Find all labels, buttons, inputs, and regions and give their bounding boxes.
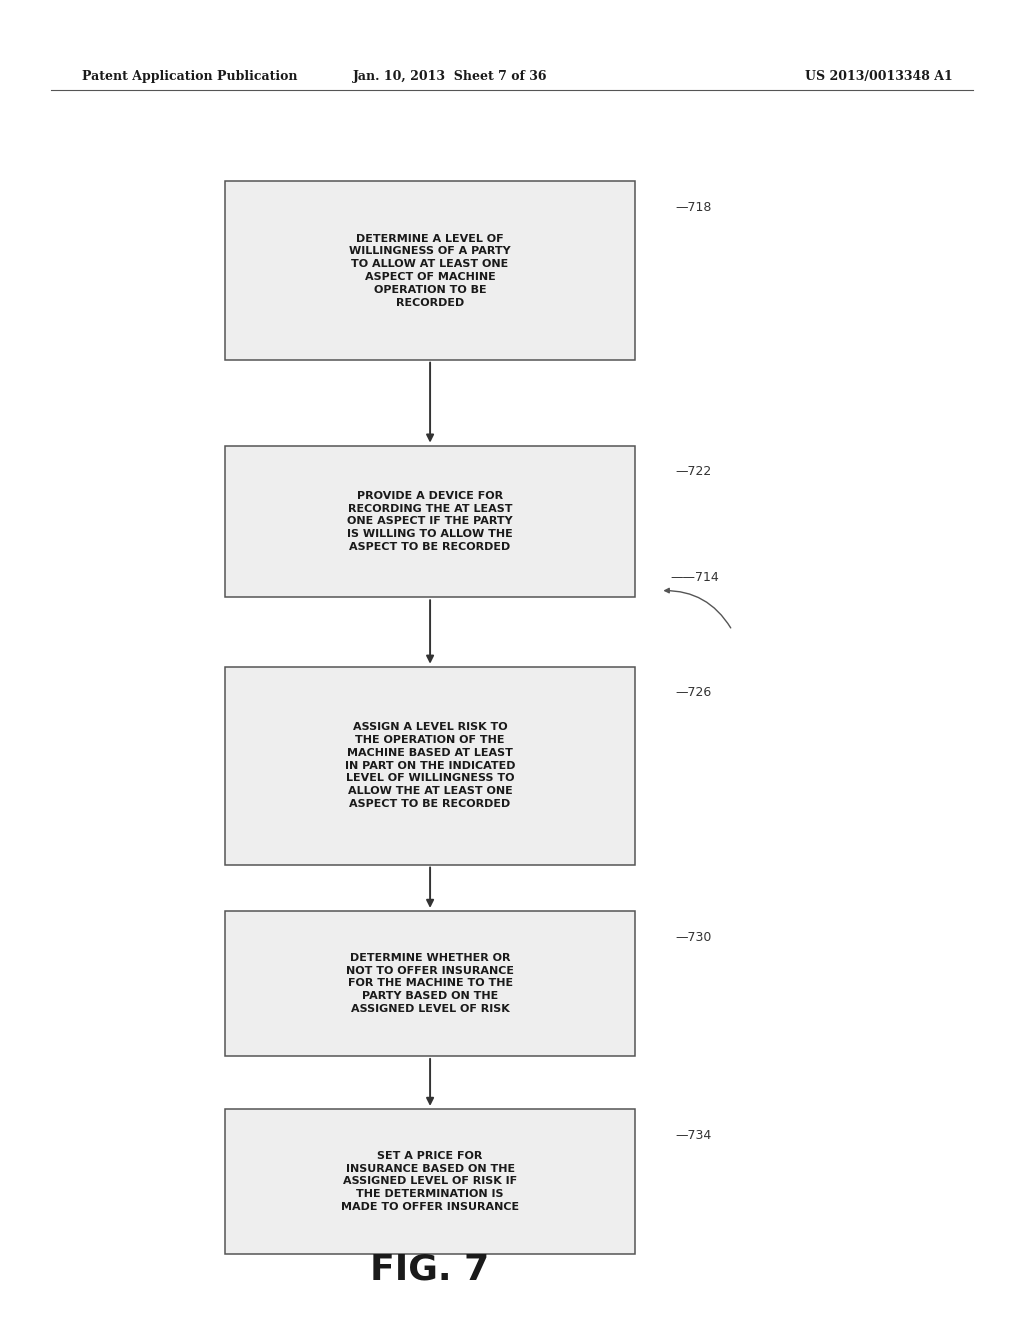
Text: ——714: ——714 xyxy=(671,572,720,583)
Text: Jan. 10, 2013  Sheet 7 of 36: Jan. 10, 2013 Sheet 7 of 36 xyxy=(353,70,548,83)
FancyBboxPatch shape xyxy=(225,446,635,597)
FancyBboxPatch shape xyxy=(225,667,635,865)
Text: —722: —722 xyxy=(676,466,712,478)
Text: SET A PRICE FOR
INSURANCE BASED ON THE
ASSIGNED LEVEL OF RISK IF
THE DETERMINATI: SET A PRICE FOR INSURANCE BASED ON THE A… xyxy=(341,1151,519,1212)
FancyBboxPatch shape xyxy=(225,1109,635,1254)
Text: DETERMINE A LEVEL OF
WILLINGNESS OF A PARTY
TO ALLOW AT LEAST ONE
ASPECT OF MACH: DETERMINE A LEVEL OF WILLINGNESS OF A PA… xyxy=(349,234,511,308)
Text: DETERMINE WHETHER OR
NOT TO OFFER INSURANCE
FOR THE MACHINE TO THE
PARTY BASED O: DETERMINE WHETHER OR NOT TO OFFER INSURA… xyxy=(346,953,514,1014)
Text: Patent Application Publication: Patent Application Publication xyxy=(82,70,297,83)
FancyBboxPatch shape xyxy=(225,181,635,359)
Text: —726: —726 xyxy=(676,686,712,700)
FancyBboxPatch shape xyxy=(225,911,635,1056)
Text: —730: —730 xyxy=(676,931,713,944)
Text: FIG. 7: FIG. 7 xyxy=(371,1253,489,1287)
Text: PROVIDE A DEVICE FOR
RECORDING THE AT LEAST
ONE ASPECT IF THE PARTY
IS WILLING T: PROVIDE A DEVICE FOR RECORDING THE AT LE… xyxy=(347,491,513,552)
Text: —718: —718 xyxy=(676,201,713,214)
Text: —734: —734 xyxy=(676,1129,712,1142)
Text: ASSIGN A LEVEL RISK TO
THE OPERATION OF THE
MACHINE BASED AT LEAST
IN PART ON TH: ASSIGN A LEVEL RISK TO THE OPERATION OF … xyxy=(345,722,515,809)
Text: US 2013/0013348 A1: US 2013/0013348 A1 xyxy=(805,70,952,83)
